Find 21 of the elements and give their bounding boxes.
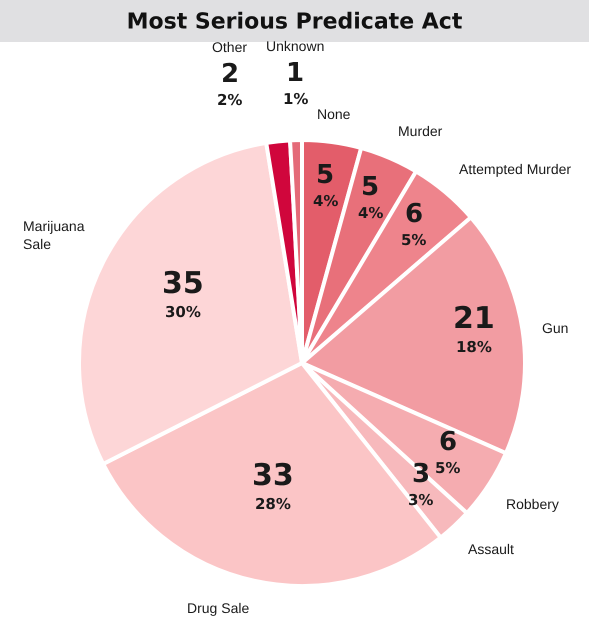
- data-label: 2 2%: [217, 59, 242, 109]
- slice-label: None: [317, 106, 351, 122]
- slice-label: Gun: [542, 320, 568, 336]
- slice-label: Assault: [468, 541, 514, 557]
- data-label: 21 18%: [453, 301, 495, 356]
- slice-label: Unknown: [266, 38, 324, 54]
- data-label: 35 30%: [162, 266, 204, 321]
- data-label: 1 1%: [283, 58, 308, 108]
- data-label: 6 5%: [401, 199, 426, 249]
- data-label: 3 3%: [408, 459, 434, 509]
- data-label: 5 4%: [313, 160, 338, 210]
- slice-label: Marijuana Sale: [23, 218, 85, 252]
- slice-label: Drug Sale: [187, 600, 250, 616]
- slice-label: Other: [212, 39, 248, 55]
- slice-label: Murder: [398, 123, 443, 139]
- slice-label: Attempted Murder: [459, 161, 572, 177]
- data-label: 6 5%: [435, 427, 460, 477]
- slice-label: Robbery: [506, 496, 559, 512]
- data-label: 5 4%: [358, 172, 384, 222]
- chart-title: Most Serious Predicate Act: [126, 10, 463, 35]
- data-label: 33 28%: [252, 458, 294, 513]
